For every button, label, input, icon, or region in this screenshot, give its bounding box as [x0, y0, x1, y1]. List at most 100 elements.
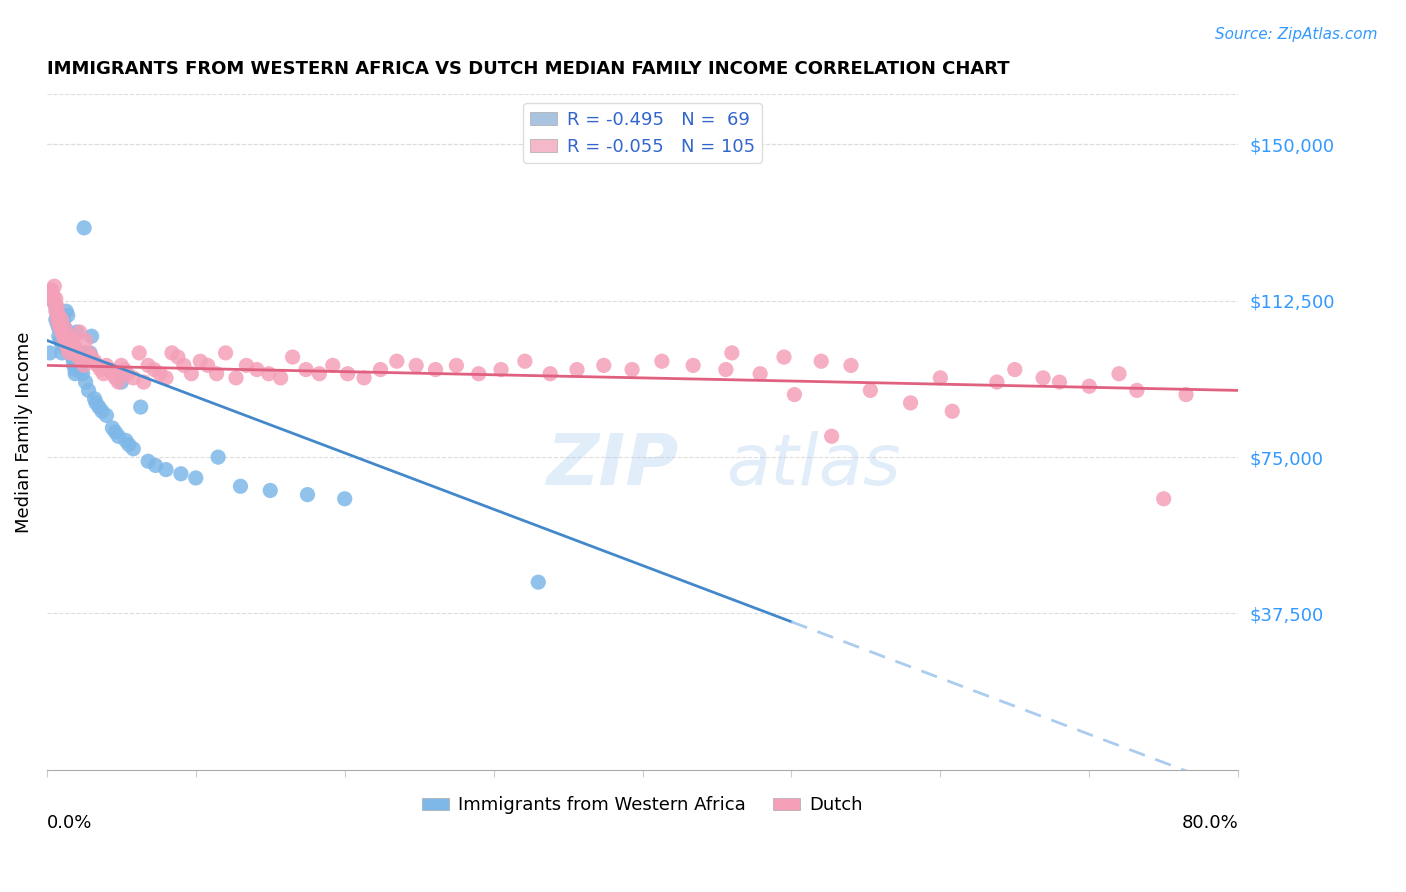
Point — [75, 375, 97, 389]
Point — [107, 429, 129, 443]
Point — [38, 292, 60, 306]
Point — [41, 284, 63, 298]
Point — [184, 471, 207, 485]
Point — [225, 371, 247, 385]
Point — [51, 312, 73, 326]
Point — [98, 362, 121, 376]
Point — [527, 575, 550, 590]
Legend: Immigrants from Western Africa, Dutch: Immigrants from Western Africa, Dutch — [415, 789, 870, 822]
Point — [167, 350, 190, 364]
Point — [214, 346, 236, 360]
Point — [67, 354, 90, 368]
Point — [721, 346, 744, 360]
Point — [53, 321, 76, 335]
Point — [1004, 362, 1026, 376]
Point — [44, 279, 66, 293]
Point — [49, 334, 72, 348]
Point — [59, 337, 82, 351]
Point — [51, 337, 73, 351]
Point — [56, 325, 79, 339]
Text: IMMIGRANTS FROM WESTERN AFRICA VS DUTCH MEDIAN FAMILY INCOME CORRELATION CHART: IMMIGRANTS FROM WESTERN AFRICA VS DUTCH … — [46, 60, 1010, 78]
Y-axis label: Median Family Income: Median Family Income — [15, 332, 32, 533]
Point — [73, 220, 96, 235]
Point — [58, 346, 80, 360]
Text: ZIP: ZIP — [547, 432, 679, 500]
Point — [117, 367, 139, 381]
Point — [41, 284, 63, 298]
Point — [73, 359, 96, 373]
Point — [60, 346, 83, 360]
Point — [53, 334, 76, 348]
Point — [51, 325, 73, 339]
Point — [259, 483, 281, 498]
Point — [63, 342, 86, 356]
Text: atlas: atlas — [725, 432, 900, 500]
Point — [79, 346, 101, 360]
Point — [53, 321, 76, 335]
Point — [682, 359, 704, 373]
Point — [42, 287, 65, 301]
Point — [45, 292, 67, 306]
Point — [51, 325, 73, 339]
Point — [651, 354, 673, 368]
Point — [281, 350, 304, 364]
Point — [170, 467, 193, 481]
Point — [1108, 367, 1130, 381]
Point — [84, 396, 107, 410]
Point — [63, 362, 86, 376]
Point — [1126, 384, 1149, 398]
Point — [104, 371, 127, 385]
Point — [246, 362, 269, 376]
Point — [60, 350, 83, 364]
Point — [96, 359, 118, 373]
Point — [59, 329, 82, 343]
Point — [52, 317, 75, 331]
Point — [63, 367, 86, 381]
Point — [83, 392, 105, 406]
Point — [69, 325, 91, 339]
Point — [155, 462, 177, 476]
Point — [86, 359, 108, 373]
Point — [83, 354, 105, 368]
Point — [783, 387, 806, 401]
Point — [46, 312, 69, 326]
Point — [128, 346, 150, 360]
Point — [101, 421, 124, 435]
Point — [62, 337, 84, 351]
Point — [859, 384, 882, 398]
Point — [110, 375, 132, 389]
Point — [44, 296, 66, 310]
Point — [49, 321, 72, 335]
Point — [207, 450, 229, 464]
Point — [513, 354, 536, 368]
Point — [55, 342, 77, 356]
Point — [80, 329, 103, 343]
Point — [538, 367, 561, 381]
Point — [405, 359, 427, 373]
Point — [592, 359, 614, 373]
Point — [75, 334, 97, 348]
Point — [87, 400, 110, 414]
Point — [51, 346, 73, 360]
Point — [104, 425, 127, 439]
Point — [1175, 387, 1198, 401]
Point — [69, 359, 91, 373]
Point — [53, 334, 76, 348]
Point — [45, 300, 67, 314]
Point — [122, 442, 145, 456]
Point — [67, 350, 90, 364]
Point — [52, 329, 75, 343]
Point — [73, 346, 96, 360]
Point — [70, 362, 93, 376]
Point — [98, 362, 121, 376]
Point — [810, 354, 832, 368]
Point — [58, 346, 80, 360]
Point — [48, 317, 70, 331]
Point — [122, 371, 145, 385]
Point — [58, 334, 80, 348]
Point — [77, 384, 100, 398]
Point — [145, 458, 167, 473]
Point — [257, 367, 280, 381]
Point — [38, 346, 60, 360]
Point — [129, 400, 152, 414]
